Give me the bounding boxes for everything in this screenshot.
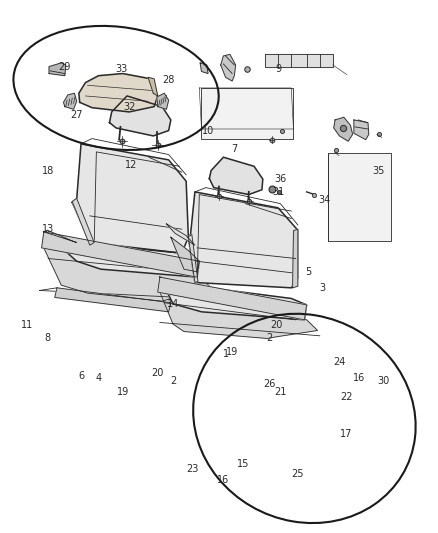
Polygon shape xyxy=(265,54,333,67)
Polygon shape xyxy=(44,248,215,301)
Text: 27: 27 xyxy=(71,110,83,119)
Text: 2: 2 xyxy=(266,334,272,343)
Polygon shape xyxy=(49,63,66,76)
Text: 10: 10 xyxy=(202,126,214,135)
Text: 26: 26 xyxy=(263,379,276,389)
Text: 31: 31 xyxy=(272,187,284,197)
Text: 33: 33 xyxy=(116,64,128,74)
Text: 23: 23 xyxy=(187,464,199,474)
Bar xyxy=(328,153,391,241)
Polygon shape xyxy=(354,120,369,140)
Polygon shape xyxy=(44,232,199,277)
Text: 2: 2 xyxy=(170,376,176,386)
Text: 20: 20 xyxy=(152,368,164,378)
Text: 8: 8 xyxy=(44,334,50,343)
Text: 19: 19 xyxy=(226,347,238,357)
Polygon shape xyxy=(42,232,199,277)
Text: 16: 16 xyxy=(217,475,230,484)
Polygon shape xyxy=(160,292,318,338)
Text: 6: 6 xyxy=(78,371,84,381)
Text: 28: 28 xyxy=(162,75,175,85)
Text: 1: 1 xyxy=(223,350,229,359)
Polygon shape xyxy=(293,229,298,288)
Polygon shape xyxy=(334,117,353,141)
Polygon shape xyxy=(55,288,171,312)
Text: 36: 36 xyxy=(274,174,286,183)
Text: 5: 5 xyxy=(306,267,312,277)
FancyBboxPatch shape xyxy=(201,88,293,139)
Text: 34: 34 xyxy=(318,195,330,205)
Polygon shape xyxy=(188,235,198,282)
Text: 35: 35 xyxy=(373,166,385,175)
Text: 25: 25 xyxy=(292,470,304,479)
Text: 18: 18 xyxy=(42,166,54,175)
Text: 29: 29 xyxy=(59,62,71,71)
Text: 24: 24 xyxy=(333,358,346,367)
Polygon shape xyxy=(160,277,307,320)
Polygon shape xyxy=(79,74,158,112)
Text: 7: 7 xyxy=(231,144,237,154)
Polygon shape xyxy=(72,198,94,245)
Text: 32: 32 xyxy=(123,102,135,111)
Text: 4: 4 xyxy=(95,374,102,383)
Polygon shape xyxy=(221,54,236,81)
Text: 15: 15 xyxy=(237,459,249,469)
Text: 30: 30 xyxy=(377,376,389,386)
Text: 3: 3 xyxy=(319,283,325,293)
Text: 19: 19 xyxy=(117,387,129,397)
Polygon shape xyxy=(209,157,263,195)
Text: 12: 12 xyxy=(125,160,138,170)
Polygon shape xyxy=(157,93,169,109)
Polygon shape xyxy=(64,93,77,109)
Polygon shape xyxy=(200,63,208,74)
Polygon shape xyxy=(158,277,307,320)
Text: 9: 9 xyxy=(275,64,281,74)
Text: 13: 13 xyxy=(42,224,54,234)
Polygon shape xyxy=(72,144,188,253)
Text: 21: 21 xyxy=(274,387,286,397)
Polygon shape xyxy=(148,77,158,96)
Text: 14: 14 xyxy=(167,299,179,309)
Text: 17: 17 xyxy=(340,430,352,439)
Polygon shape xyxy=(44,230,77,243)
Polygon shape xyxy=(188,192,298,288)
Text: 16: 16 xyxy=(353,374,365,383)
Text: 11: 11 xyxy=(21,320,33,330)
Text: 22: 22 xyxy=(340,392,352,402)
Text: 20: 20 xyxy=(270,320,282,330)
Polygon shape xyxy=(171,237,199,272)
Polygon shape xyxy=(110,96,171,136)
Polygon shape xyxy=(166,224,195,245)
